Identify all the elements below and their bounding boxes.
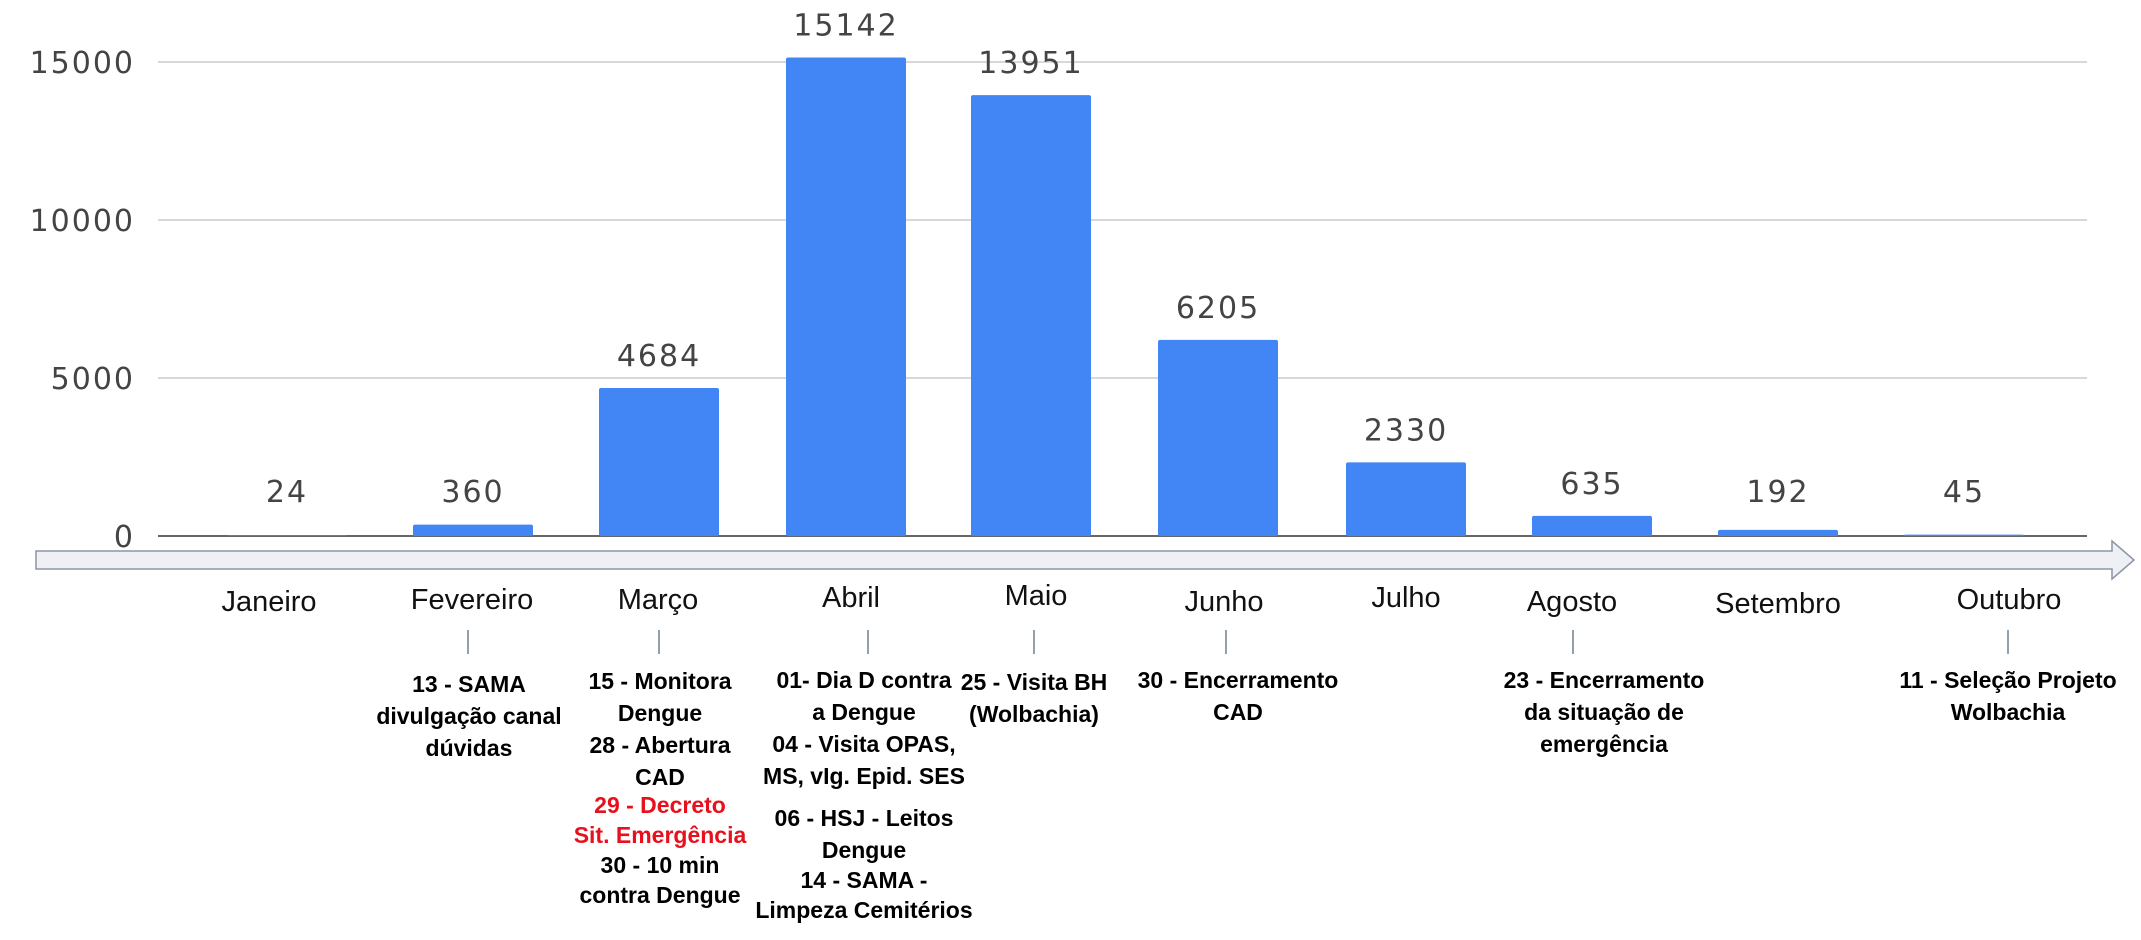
event-line: 23 - Encerramento (1504, 667, 1705, 693)
event-line: contra Dengue (579, 882, 740, 908)
event-line: CAD (635, 764, 685, 790)
value-label: 635 (1560, 467, 1623, 502)
month-label: Junho (1184, 586, 1263, 618)
month-label: Maio (1005, 580, 1068, 612)
value-label: 13951 (978, 46, 1083, 81)
month-label: Julho (1371, 582, 1440, 614)
bar (1718, 529, 1838, 536)
event-line: Wolbachia (1951, 699, 2066, 725)
month-label: Agosto (1527, 586, 1617, 618)
month-label: Março (618, 584, 699, 616)
event-line: MS, vIg. Epid. SES (763, 763, 965, 789)
month-label: Setembro (1715, 588, 1841, 620)
event-line: CAD (1213, 699, 1263, 725)
bar (786, 57, 906, 537)
bar (413, 524, 533, 536)
value-label: 2330 (1364, 413, 1448, 448)
bar (1158, 339, 1278, 536)
event-line: Dengue (618, 700, 702, 726)
value-label: 192 (1746, 475, 1809, 510)
event-line: 14 - SAMA - (801, 867, 928, 893)
value-labels: 24 360 4684 15142 13951 6205 2330 635 192 45 (266, 9, 1985, 510)
bar (971, 95, 1091, 536)
event-line: 04 - Visita OPAS, (772, 731, 955, 757)
event-line: (Wolbachia) (969, 701, 1099, 727)
event-line: 06 - HSJ - Leitos (775, 805, 954, 831)
value-label: 360 (441, 475, 504, 510)
bar (1346, 462, 1466, 536)
event-line: 28 - Abertura (589, 732, 730, 758)
event-line: 30 - Encerramento (1138, 667, 1339, 693)
month-label: Janeiro (221, 586, 316, 618)
event-line: 29 - Decreto (594, 792, 726, 818)
y-axis: 0 5000 10000 15000 (30, 46, 135, 555)
value-label: 15142 (793, 9, 898, 44)
timeline-events: 13 - SAMA divulgação canal dúvidas 15 - Mon… (376, 630, 2117, 923)
event-line: Sit. Emergência (574, 822, 747, 848)
value-label: 4684 (617, 339, 701, 374)
bar (1904, 534, 2024, 536)
event-line: divulgação canal (376, 703, 561, 729)
event-line: 30 - 10 min (601, 852, 720, 878)
y-tick-label: 10000 (30, 204, 135, 239)
value-label: 45 (1943, 475, 1985, 510)
event-line: 11 - Seleção Projeto (1899, 667, 2116, 693)
bars (227, 57, 2024, 537)
month-label: Outubro (1957, 584, 2062, 616)
value-label: 24 (266, 475, 308, 510)
arrow-shape (35, 539, 2136, 581)
event-line: 01- Dia D contra (776, 667, 951, 693)
event-line: da situação de (1524, 699, 1684, 725)
gridlines (158, 61, 2087, 537)
month-labels: Janeiro Fevereiro Março Abril Maio Junho Julho… (221, 580, 2061, 620)
timeline-arrow (35, 539, 2136, 581)
bar (227, 535, 347, 536)
month-label: Abril (822, 582, 880, 614)
bar (599, 387, 719, 536)
event-line: 13 - SAMA (412, 671, 526, 697)
event-line: 15 - Monitora (588, 668, 731, 694)
event-line: Limpeza Cemitérios (755, 897, 972, 923)
event-line: 25 - Visita BH (961, 669, 1108, 695)
event-line: emergência (1540, 731, 1668, 757)
y-tick-label: 15000 (30, 46, 135, 81)
y-tick-label: 0 (114, 520, 135, 555)
bar (1532, 515, 1652, 536)
month-label: Fevereiro (411, 584, 534, 616)
event-line: a Dengue (812, 699, 916, 725)
event-line: Dengue (822, 837, 906, 863)
y-tick-label: 5000 (51, 362, 135, 397)
event-line: dúvidas (426, 735, 513, 761)
value-label: 6205 (1176, 291, 1260, 326)
